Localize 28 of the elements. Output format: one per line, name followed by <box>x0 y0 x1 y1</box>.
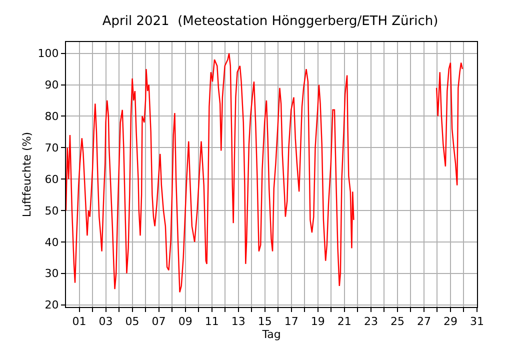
x-tick-label: 21 <box>337 315 352 328</box>
y-tick-label: 100 <box>38 47 59 60</box>
x-tick-label: 09 <box>178 315 192 328</box>
x-tick-label: 23 <box>364 315 378 328</box>
x-tick-label: 15 <box>258 315 272 328</box>
chart-title: April 2021 (Meteostation Hönggerberg/ETH Zürich) <box>102 14 438 29</box>
x-tick-label: 29 <box>443 315 458 328</box>
x-tick-label: 17 <box>284 315 298 328</box>
y-tick-label: 80 <box>44 110 59 124</box>
y-tick-label: 50 <box>44 204 59 218</box>
y-tick-label: 60 <box>44 172 59 186</box>
x-tick-label: 05 <box>125 315 140 328</box>
x-tick-label: 07 <box>152 315 166 328</box>
x-tick-label: 25 <box>390 315 404 328</box>
x-tick-label: 11 <box>204 315 219 328</box>
x-tick-label: 19 <box>310 315 325 328</box>
x-tick-label: 01 <box>72 315 86 328</box>
y-tick-label: 30 <box>44 267 59 280</box>
x-axis-title: Tag <box>261 328 281 342</box>
y-tick-label: 20 <box>44 298 59 312</box>
x-tick-label: 13 <box>231 315 246 328</box>
x-tick-label: 31 <box>470 315 484 328</box>
y-tick-label: 70 <box>44 141 59 154</box>
x-tick-label: 27 <box>416 315 431 328</box>
x-tick-label: 03 <box>98 315 113 328</box>
y-tick-label: 90 <box>44 78 59 92</box>
y-tick-label: 40 <box>44 236 59 249</box>
y-axis-title: Luftfeuchte (%) <box>20 132 34 218</box>
